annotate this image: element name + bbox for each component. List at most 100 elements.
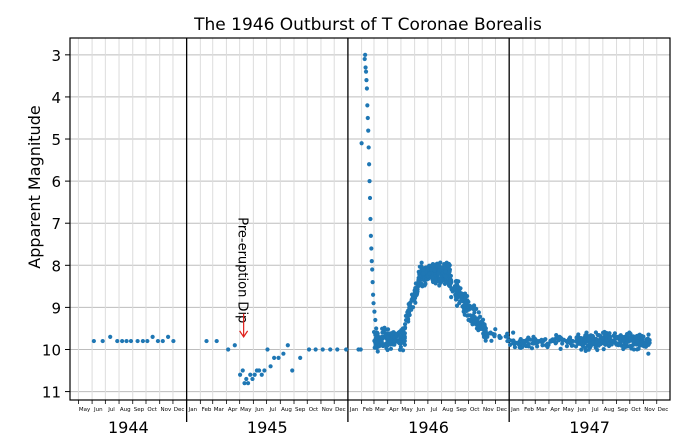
data-point bbox=[262, 368, 267, 373]
data-point bbox=[397, 347, 403, 352]
data-point bbox=[365, 115, 370, 121]
data-point bbox=[604, 330, 609, 336]
data-point bbox=[370, 280, 375, 285]
month-tick-label: Dec bbox=[658, 407, 669, 413]
data-point bbox=[448, 280, 453, 285]
data-point bbox=[285, 343, 290, 348]
data-point bbox=[406, 319, 411, 324]
data-point bbox=[614, 342, 619, 347]
data-point bbox=[238, 372, 243, 377]
month-tick-label: Oct bbox=[147, 407, 157, 413]
data-point bbox=[447, 269, 452, 274]
data-point bbox=[373, 332, 379, 337]
data-point bbox=[100, 338, 105, 344]
data-point bbox=[438, 260, 443, 265]
data-point bbox=[606, 343, 612, 349]
data-point bbox=[471, 303, 477, 308]
data-point bbox=[373, 343, 378, 348]
data-point bbox=[437, 277, 442, 283]
data-point bbox=[412, 292, 417, 297]
data-point bbox=[419, 260, 424, 265]
data-point bbox=[379, 334, 384, 340]
data-point bbox=[242, 381, 247, 386]
data-point bbox=[232, 343, 237, 348]
month-tick-label: Jun bbox=[93, 407, 103, 413]
data-point bbox=[120, 338, 125, 344]
data-point bbox=[623, 344, 628, 349]
data-point bbox=[368, 216, 373, 222]
data-point bbox=[259, 372, 264, 377]
data-point bbox=[629, 345, 634, 350]
data-point bbox=[540, 343, 545, 348]
data-point bbox=[372, 309, 377, 314]
data-point bbox=[489, 338, 494, 343]
data-point bbox=[171, 338, 176, 344]
data-point bbox=[535, 344, 540, 349]
data-point bbox=[476, 320, 481, 325]
month-tick-label: Feb bbox=[363, 407, 373, 413]
data-point bbox=[645, 336, 650, 341]
data-point bbox=[328, 347, 333, 352]
month-tick-label: Jul bbox=[268, 407, 276, 413]
data-point bbox=[472, 310, 477, 315]
data-point bbox=[410, 305, 416, 310]
data-point bbox=[564, 344, 570, 349]
data-point bbox=[526, 342, 531, 347]
data-point bbox=[367, 162, 372, 167]
data-point bbox=[558, 346, 563, 351]
data-point bbox=[403, 313, 409, 318]
data-point bbox=[449, 295, 454, 300]
month-tick-label: Apr bbox=[228, 407, 238, 413]
data-point bbox=[543, 337, 548, 342]
month-tick-label: Apr bbox=[550, 407, 560, 413]
data-point bbox=[427, 271, 432, 276]
data-point bbox=[545, 341, 550, 346]
month-tick-label: Jul bbox=[591, 407, 599, 413]
data-point bbox=[257, 368, 262, 373]
data-point bbox=[398, 340, 404, 345]
data-point bbox=[365, 103, 370, 108]
data-point bbox=[637, 332, 642, 337]
data-point bbox=[362, 56, 367, 62]
data-point bbox=[369, 246, 374, 251]
data-point bbox=[385, 335, 391, 341]
data-point bbox=[642, 344, 647, 349]
month-tick-label: Jun bbox=[254, 407, 264, 413]
data-point bbox=[464, 308, 469, 313]
data-point bbox=[476, 328, 481, 333]
month-tick-label: Dec bbox=[335, 407, 346, 413]
data-point bbox=[382, 325, 387, 331]
month-tick-label: Jun bbox=[577, 407, 587, 413]
data-point bbox=[244, 376, 249, 382]
data-point bbox=[402, 338, 407, 344]
y-tick-label: 8 bbox=[51, 257, 61, 275]
month-tick-label: Dec bbox=[174, 407, 185, 413]
data-point bbox=[115, 338, 120, 344]
data-point bbox=[493, 327, 498, 332]
data-point bbox=[371, 301, 376, 306]
data-point bbox=[576, 337, 581, 342]
annotation-arrowhead bbox=[239, 330, 249, 338]
month-tick-label: Nov bbox=[161, 407, 172, 413]
data-point bbox=[276, 355, 281, 361]
data-point bbox=[573, 344, 579, 349]
data-point bbox=[432, 268, 437, 273]
data-point bbox=[140, 338, 146, 344]
data-point bbox=[628, 331, 633, 336]
data-point bbox=[548, 338, 553, 343]
data-point bbox=[594, 340, 599, 345]
data-point bbox=[369, 258, 374, 264]
data-point bbox=[252, 372, 257, 377]
month-tick-label: May bbox=[79, 407, 91, 413]
month-tick-label: Oct bbox=[309, 407, 319, 413]
month-tick-label: Aug bbox=[604, 407, 615, 413]
data-point bbox=[497, 333, 502, 339]
data-point bbox=[392, 338, 398, 343]
data-point bbox=[445, 263, 450, 268]
data-point bbox=[594, 344, 599, 349]
data-point bbox=[545, 344, 550, 350]
data-point bbox=[481, 324, 486, 329]
month-tick-label: Nov bbox=[644, 407, 655, 413]
year-label: 1947 bbox=[569, 418, 610, 437]
data-point bbox=[358, 347, 363, 352]
